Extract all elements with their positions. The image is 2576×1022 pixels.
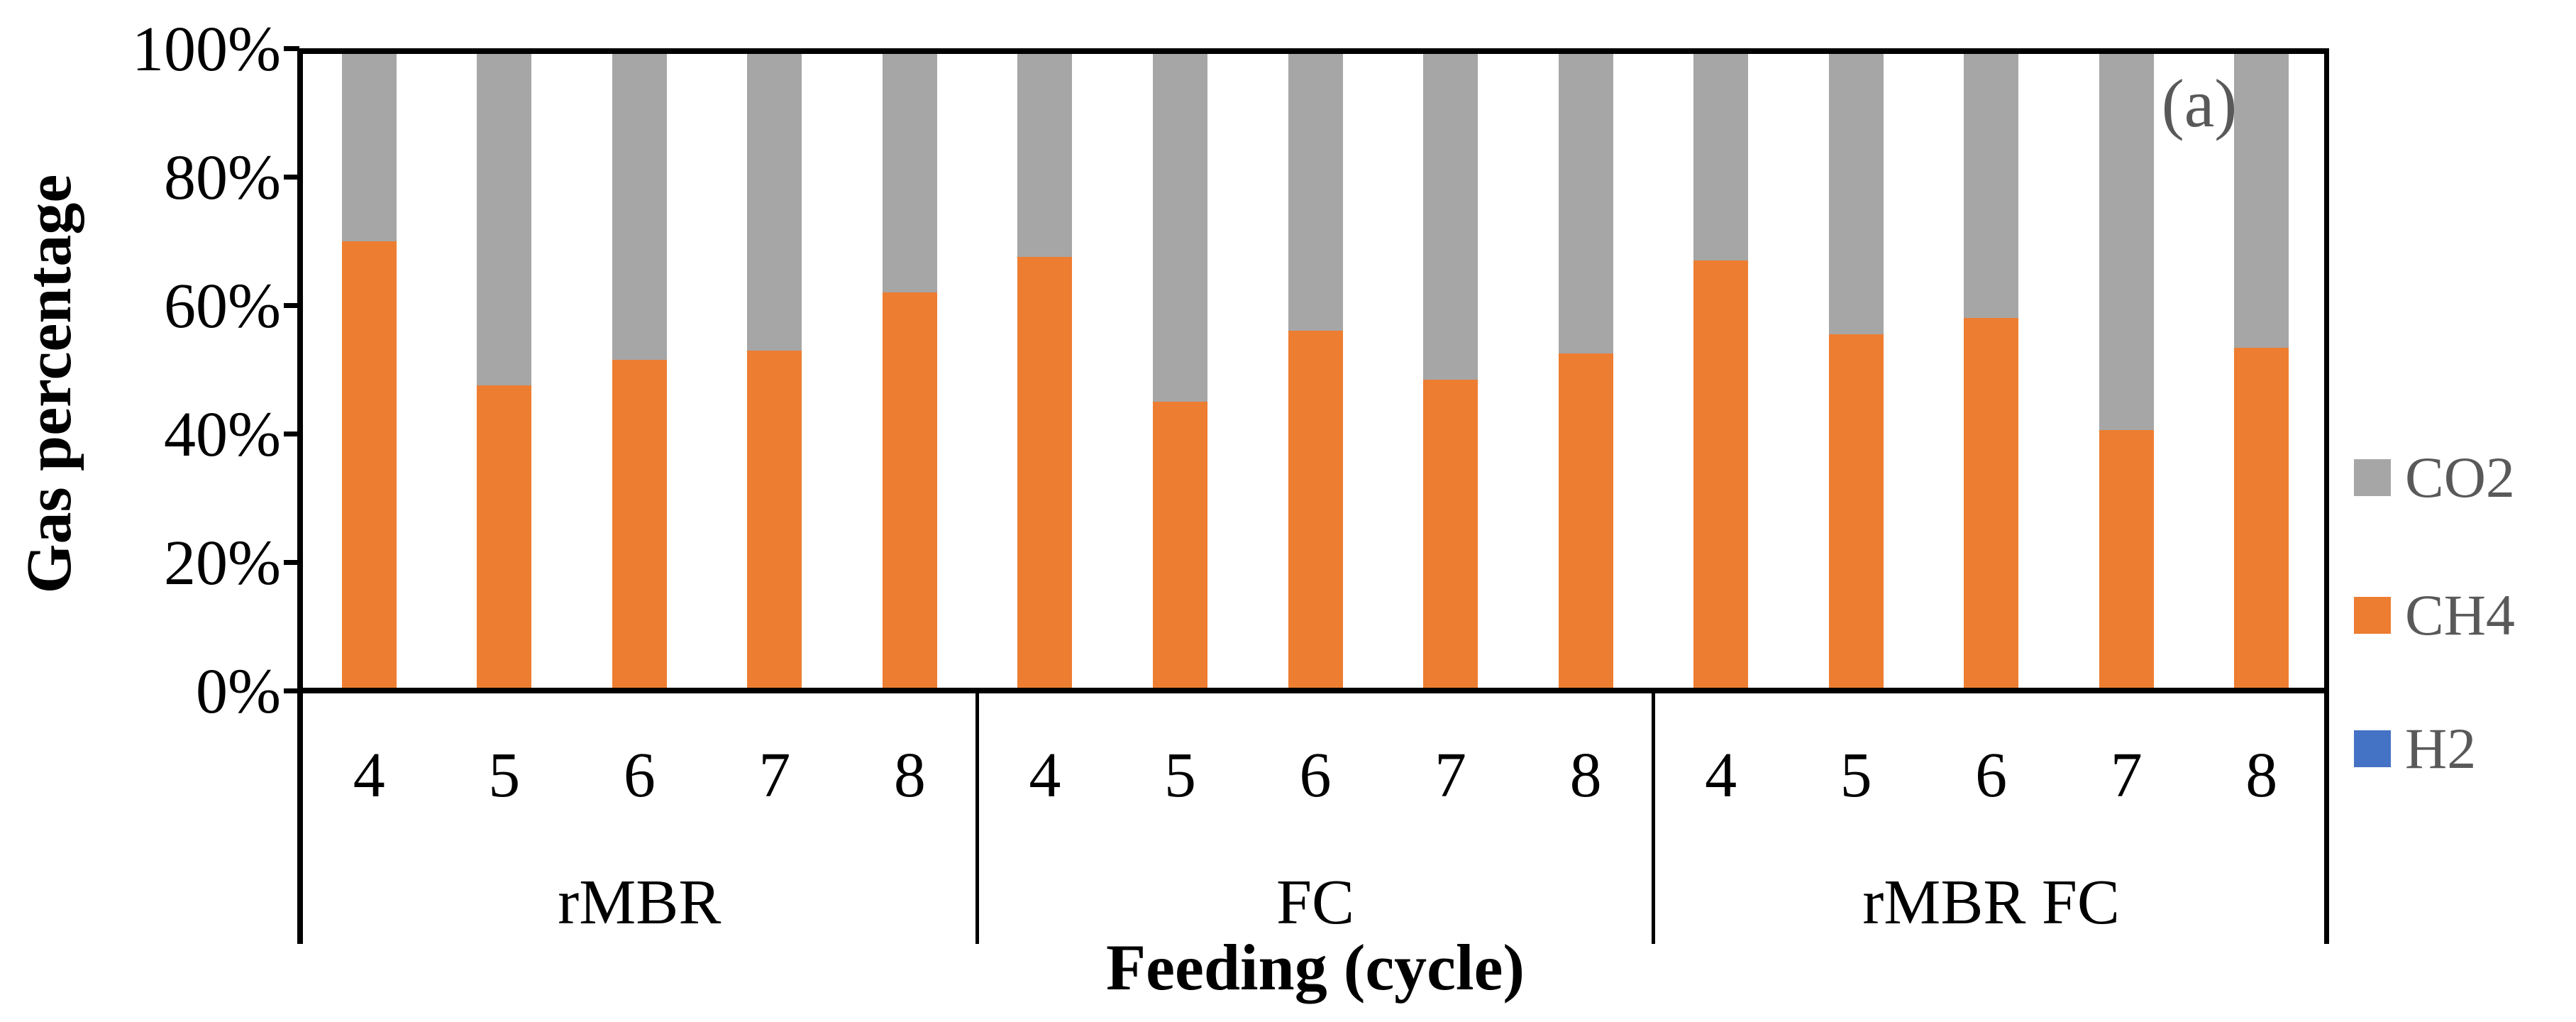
y-tick-label: 40%: [164, 400, 281, 470]
x-group-label-fc: FC: [1276, 867, 1355, 938]
bar-segment-ch4: [2234, 347, 2289, 688]
bar-segment-co2: [1288, 48, 1343, 331]
bar-segment-ch4: [882, 292, 937, 691]
x-category-label: 4: [1029, 740, 1061, 811]
y-tick-label: 80%: [164, 143, 281, 213]
bar-segment-ch4: [341, 241, 397, 691]
bar-segment-ch4: [1423, 379, 1478, 688]
bar-segment-co2: [747, 48, 802, 351]
bar-segment-ch4: [1693, 260, 1749, 691]
legend-swatch-co2: [2354, 459, 2391, 496]
x-category-label: 8: [1569, 740, 1602, 811]
bar-segment-ch4: [612, 359, 667, 691]
legend-item-ch4: CH4: [2354, 583, 2515, 647]
bar-segment-co2: [1693, 48, 1749, 260]
y-tick-label: 0%: [196, 656, 281, 727]
x-axis-line: [297, 688, 2329, 693]
y-axis-title: Gas percentage: [14, 174, 84, 594]
x-axis-title: Feeding (cycle): [1105, 931, 1525, 1004]
x-category-label: 8: [2245, 740, 2278, 811]
bar-segment-ch4: [1017, 257, 1073, 691]
bar-segment-ch4: [747, 351, 802, 688]
panel-label: (a): [2161, 65, 2238, 141]
legend-item-co2: CO2: [2354, 446, 2515, 510]
x-category-label: 6: [623, 740, 656, 811]
bar-segment-co2: [477, 48, 532, 386]
bar-segment-ch4: [1558, 353, 1613, 691]
bar-segment-co2: [2099, 48, 2154, 431]
group-separator-fc-rmbrfc: [1652, 691, 1655, 944]
bar-segment-co2: [1828, 48, 1884, 334]
group-separator-rmbr-fc: [975, 691, 979, 944]
bar-segment-co2: [882, 48, 937, 292]
y-tick-mark: [284, 688, 299, 693]
legend-label: CO2: [2405, 445, 2515, 510]
y-axis-line: [297, 48, 303, 944]
x-group-label-rmbr: rMBR: [558, 867, 722, 938]
x-category-label: 4: [1705, 740, 1737, 811]
legend-swatch-ch4: [2354, 597, 2391, 634]
plot-top-border: [297, 48, 2329, 54]
bar-segment-ch4: [477, 385, 532, 691]
bar-segment-co2: [612, 48, 667, 360]
bar-segment-co2: [1423, 48, 1478, 380]
legend-swatch-h2: [2354, 730, 2391, 767]
y-tick-label: 20%: [164, 528, 281, 598]
x-category-label: 7: [1435, 740, 1467, 811]
bar-segment-ch4: [1288, 331, 1343, 691]
x-category-label: 6: [1299, 740, 1332, 811]
x-category-label: 6: [1975, 740, 2008, 811]
x-category-label: 5: [1163, 740, 1196, 811]
x-category-label: 7: [758, 740, 791, 811]
x-category-label: 5: [488, 740, 521, 811]
y-tick-mark: [284, 45, 299, 51]
y-tick-label: 100%: [132, 14, 281, 84]
x-category-label: 8: [893, 740, 926, 811]
bar-segment-ch4: [1964, 318, 2019, 691]
bar-segment-co2: [1558, 48, 1613, 353]
y-tick-label: 60%: [164, 271, 281, 341]
bar-segment-ch4: [2099, 430, 2154, 691]
y-tick-mark: [284, 431, 299, 436]
x-category-label: 4: [353, 740, 385, 811]
x-category-label: 5: [1840, 740, 1872, 811]
legend-item-h2: H2: [2354, 717, 2476, 781]
bar-segment-ch4: [1152, 401, 1207, 691]
legend-label: H2: [2405, 716, 2477, 781]
bar-segment-ch4: [1828, 334, 1884, 691]
y-tick-mark: [284, 302, 299, 308]
bar-segment-co2: [1152, 48, 1207, 402]
plot-right-border: [2324, 48, 2329, 944]
y-tick-mark: [284, 174, 299, 180]
bar-segment-co2: [1017, 48, 1073, 258]
bar-segment-co2: [341, 48, 397, 241]
bar-segment-co2: [2234, 48, 2289, 348]
bar-segment-co2: [1964, 48, 2019, 319]
x-category-label: 7: [2110, 740, 2143, 811]
legend-label: CH4: [2405, 583, 2515, 647]
y-tick-mark: [284, 559, 299, 565]
x-group-label-rmbr-fc: rMBR FC: [1862, 867, 2120, 938]
